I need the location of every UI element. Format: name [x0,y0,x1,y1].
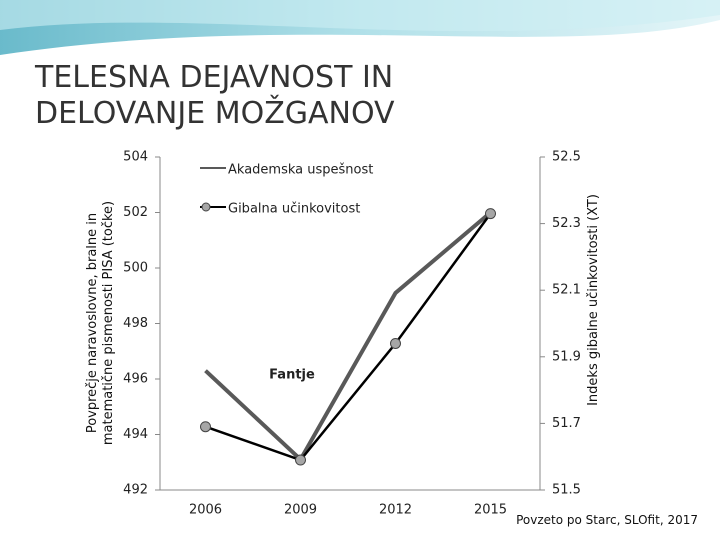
y2-tick-label: 52.5 [552,150,581,165]
y-tick-label: 498 [123,316,148,331]
legend-marker [201,202,211,212]
y2-tick-label: 52.3 [552,216,581,231]
slide-title: TELESNA DEJAVNOST IN DELOVANJE MOŽGANOV [35,60,395,131]
x-tick-label: 2012 [379,503,412,518]
y-tick-label: 496 [123,372,148,387]
y-tick-label: 500 [123,261,148,276]
x-tick-label: 2009 [284,503,317,518]
y-axis-label: Povprečje naravoslovne, bralne in matema… [85,200,116,446]
series-line [204,210,492,463]
y-tick-label: 502 [123,205,148,220]
series-marker [295,454,306,466]
header-decoration [0,0,720,32]
y2-tick-label: 52.1 [552,283,581,298]
y2-axis-label: Indeks gibalne učinkovitosti (XT) [586,194,601,406]
series-line [205,212,492,462]
source-note: Povzeto po Starc, SLOfit, 2017 [516,513,698,527]
y2-tick-label: 51.5 [552,483,581,498]
series-marker [200,421,211,433]
series-marker [485,208,496,220]
y2-tick-label: 51.7 [552,416,581,431]
annotation: Fantje [269,368,315,383]
x-tick-label: 2006 [189,503,222,518]
y-tick-label: 504 [123,150,148,165]
legend-label: Akademska uspešnost [228,163,373,178]
x-tick-label: 2015 [474,503,507,518]
legend-label: Gibalna učinkovitost [228,202,360,217]
series-marker [390,337,401,349]
y-tick-label: 492 [123,483,148,498]
y-tick-label: 494 [123,427,148,442]
y2-tick-label: 51.9 [552,349,581,364]
